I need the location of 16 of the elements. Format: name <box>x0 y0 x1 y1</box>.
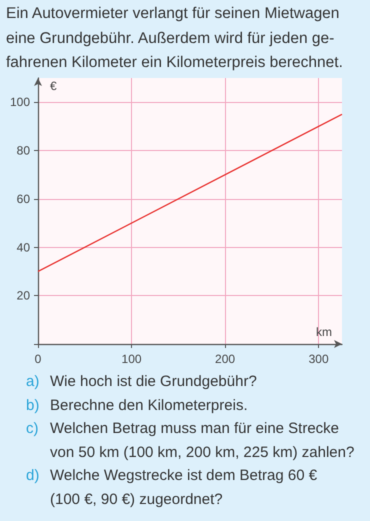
y-tick-label: 60 <box>16 192 30 206</box>
y-axis-title: € <box>50 79 57 93</box>
x-tick-label: 100 <box>122 352 142 366</box>
x-axis-title: km <box>316 325 332 339</box>
y-tick-label: 40 <box>16 240 30 254</box>
x-tick-label: 300 <box>308 352 329 366</box>
x-tick-label: 200 <box>215 352 236 366</box>
text: c) Welchen Betrag muss man für eine Strecke von 50 km (100 km, 200 km, 225 km) zahlen? <box>26 419 354 462</box>
text: a) Wie hoch ist die Grundgebühr? <box>26 372 257 392</box>
y-tick-label: 20 <box>16 288 30 303</box>
x-tick-label: 0 <box>34 352 42 366</box>
y-tick-label: 80 <box>16 144 30 158</box>
text: b) Berechne den Kilometerpreis. <box>26 396 248 416</box>
y-tick-label: 100 <box>10 95 30 110</box>
chart-title: Ein Autovermieter verlangt für seinen Mietwagen eine Grundgebühr. Außerdem wird für jeden ge- fahrenen Kilometer ein Kilometerpreis berechnet. <box>6 4 344 73</box>
text: d) Welche Wegstrecke ist dem Betrag 60 € (100 €, 90 €) zugeordnet? <box>26 466 318 510</box>
